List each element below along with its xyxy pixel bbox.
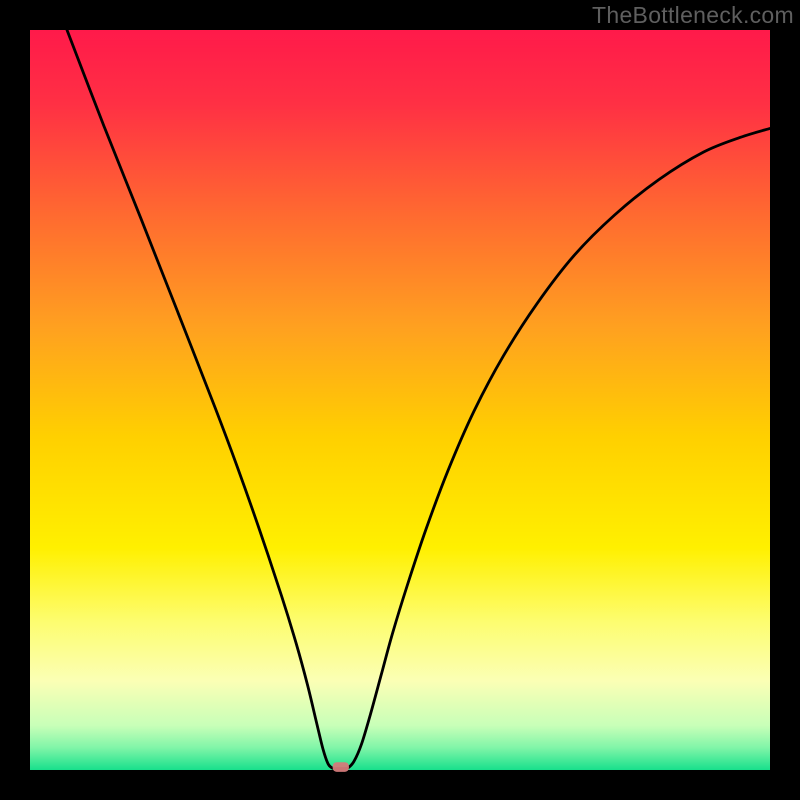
plot-background xyxy=(30,30,770,770)
bottleneck-chart xyxy=(0,0,800,800)
optimum-marker xyxy=(333,762,349,772)
chart-frame: TheBottleneck.com xyxy=(0,0,800,800)
watermark-text: TheBottleneck.com xyxy=(592,2,794,29)
